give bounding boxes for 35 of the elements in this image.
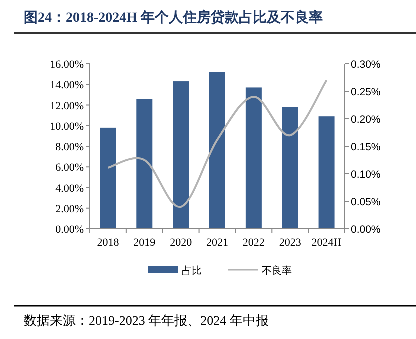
bar — [173, 82, 190, 229]
legend-label: 占比 — [182, 265, 202, 277]
y-tick-label: 10.00% — [50, 120, 84, 133]
y-tick-label: 16.00% — [50, 59, 84, 71]
source-note: 数据来源：2019-2023 年年报、2024 年中报 — [24, 313, 269, 328]
x-tick-label: 2024H — [312, 237, 342, 249]
bar — [210, 72, 226, 229]
bar — [100, 128, 116, 229]
y-tick-label: 8.00% — [56, 142, 84, 154]
y2-tick-label: 0.20% — [351, 114, 381, 126]
bar — [246, 88, 262, 229]
y-tick-label: 2.00% — [56, 203, 84, 216]
x-tick-label: 2018 — [97, 237, 120, 249]
y2-tick-label: 0.05% — [351, 196, 381, 208]
y-tick-label: 0.00% — [56, 224, 84, 236]
y2-tick-label: 0.00% — [351, 224, 381, 236]
legend-label: 不良率 — [262, 265, 292, 277]
bar — [282, 107, 298, 229]
y-tick-label: 4.00% — [56, 182, 84, 195]
chart-title: 图24：2018-2024H 年个人住房贷款占比及不良率 — [24, 9, 324, 26]
y-tick-label: 14.00% — [50, 80, 84, 92]
x-tick-label: 2019 — [134, 237, 156, 249]
x-tick-label: 2021 — [206, 237, 228, 249]
line-series — [107, 80, 328, 208]
y2-tick-label: 0.10% — [351, 169, 381, 181]
y2-tick-label: 0.30% — [351, 59, 381, 71]
x-tick-label: 2020 — [170, 237, 193, 249]
x-tick-label: 2023 — [279, 237, 302, 249]
y-tick-label: 6.00% — [56, 162, 84, 174]
bar — [318, 116, 335, 229]
x-tick-label: 2022 — [242, 237, 265, 249]
y-tick-label: 12.00% — [50, 100, 84, 112]
y2-tick-label: 0.25% — [351, 86, 381, 98]
bar — [136, 99, 153, 229]
y2-tick-label: 0.15% — [351, 142, 381, 154]
